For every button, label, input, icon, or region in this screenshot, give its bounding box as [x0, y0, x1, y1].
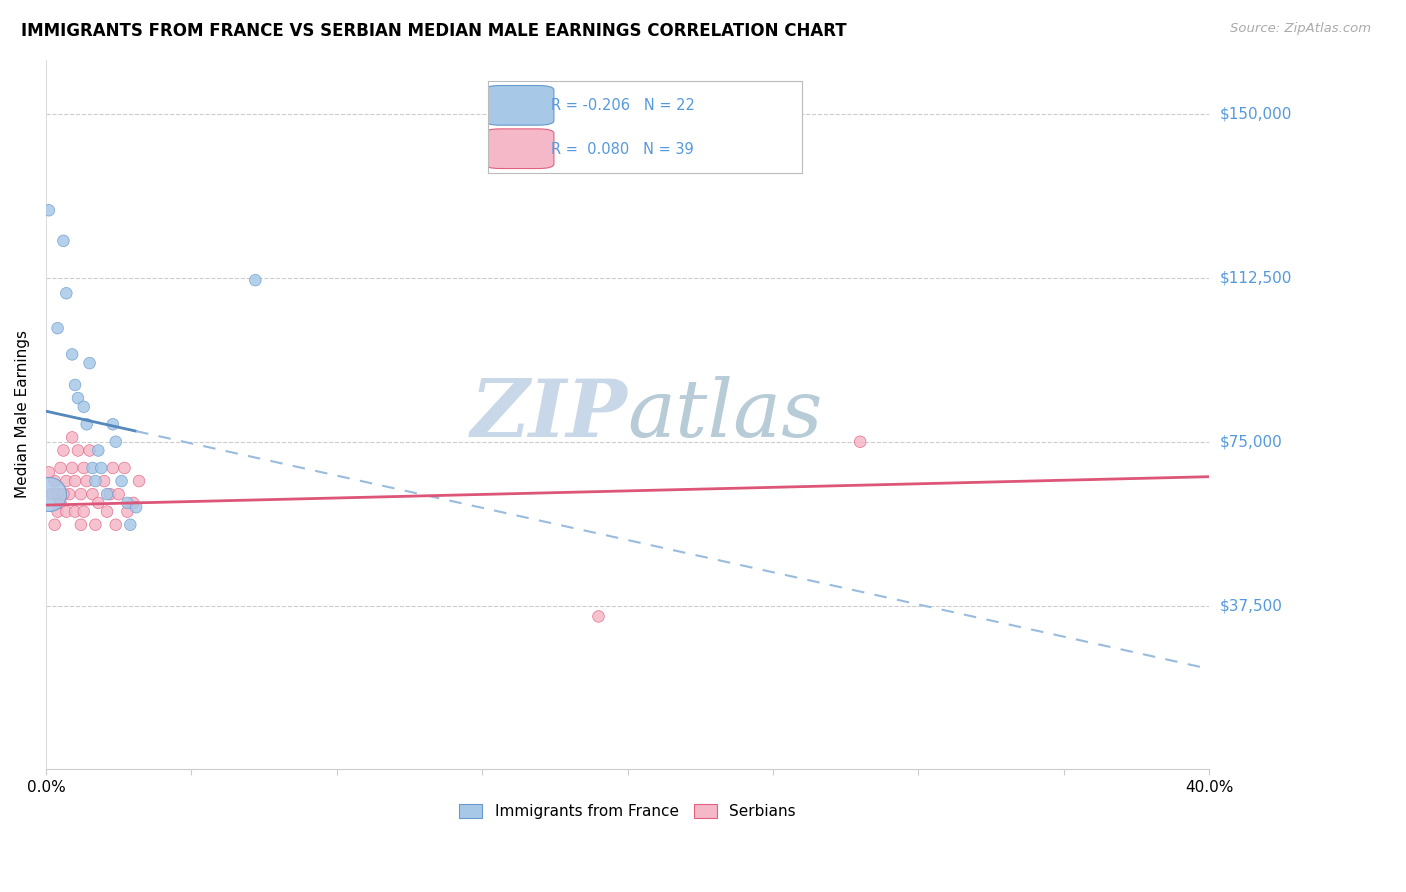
- Point: [49, 496, 72, 510]
- Point: [79, 443, 101, 458]
- Point: [52, 234, 75, 248]
- Point: [128, 474, 150, 488]
- Point: [55, 474, 77, 488]
- Point: [44, 474, 66, 488]
- Point: [90, 461, 112, 475]
- Point: [44, 517, 66, 532]
- Point: [79, 356, 101, 370]
- Point: [98, 487, 121, 501]
- Point: [84, 517, 107, 532]
- Point: [46, 321, 69, 335]
- Point: [76, 417, 98, 432]
- Point: [38, 466, 60, 480]
- Text: $75,000: $75,000: [1220, 434, 1282, 450]
- Point: [46, 505, 69, 519]
- Text: Source: ZipAtlas.com: Source: ZipAtlas.com: [1230, 22, 1371, 36]
- Point: [82, 487, 104, 501]
- Point: [125, 500, 148, 515]
- Point: [87, 496, 110, 510]
- Text: $112,500: $112,500: [1220, 270, 1292, 285]
- Point: [120, 517, 142, 532]
- Point: [101, 417, 124, 432]
- Point: [70, 487, 93, 501]
- Text: IMMIGRANTS FROM FRANCE VS SERBIAN MEDIAN MALE EARNINGS CORRELATION CHART: IMMIGRANTS FROM FRANCE VS SERBIAN MEDIAN…: [21, 22, 846, 40]
- Point: [117, 505, 139, 519]
- Point: [101, 461, 124, 475]
- Point: [52, 487, 75, 501]
- Text: $37,500: $37,500: [1220, 598, 1284, 613]
- Point: [588, 609, 610, 624]
- Point: [63, 474, 86, 488]
- Point: [66, 391, 89, 405]
- Point: [114, 461, 136, 475]
- Point: [73, 461, 96, 475]
- Point: [245, 273, 267, 287]
- Point: [110, 474, 132, 488]
- Point: [46, 487, 69, 501]
- Point: [58, 487, 80, 501]
- Legend: Immigrants from France, Serbians: Immigrants from France, Serbians: [453, 798, 801, 825]
- Point: [73, 400, 96, 414]
- Point: [96, 505, 118, 519]
- Point: [104, 434, 127, 449]
- Point: [55, 286, 77, 301]
- Point: [76, 474, 98, 488]
- Point: [60, 461, 83, 475]
- Point: [60, 430, 83, 444]
- Point: [70, 517, 93, 532]
- Point: [122, 496, 145, 510]
- Point: [49, 461, 72, 475]
- Point: [38, 203, 60, 218]
- Point: [66, 443, 89, 458]
- Text: atlas: atlas: [627, 376, 823, 453]
- Point: [107, 487, 129, 501]
- Point: [55, 505, 77, 519]
- Point: [60, 347, 83, 361]
- Point: [41, 487, 63, 501]
- Point: [63, 505, 86, 519]
- Text: ZIP: ZIP: [471, 376, 627, 453]
- Y-axis label: Median Male Earnings: Median Male Earnings: [15, 330, 30, 499]
- Point: [93, 474, 115, 488]
- Point: [63, 378, 86, 392]
- Point: [96, 487, 118, 501]
- Text: $150,000: $150,000: [1220, 107, 1292, 121]
- Point: [104, 517, 127, 532]
- Point: [84, 474, 107, 488]
- Point: [73, 505, 96, 519]
- Point: [117, 496, 139, 510]
- Point: [52, 443, 75, 458]
- Point: [87, 443, 110, 458]
- Point: [82, 461, 104, 475]
- Point: [38, 487, 60, 501]
- Point: [849, 434, 872, 449]
